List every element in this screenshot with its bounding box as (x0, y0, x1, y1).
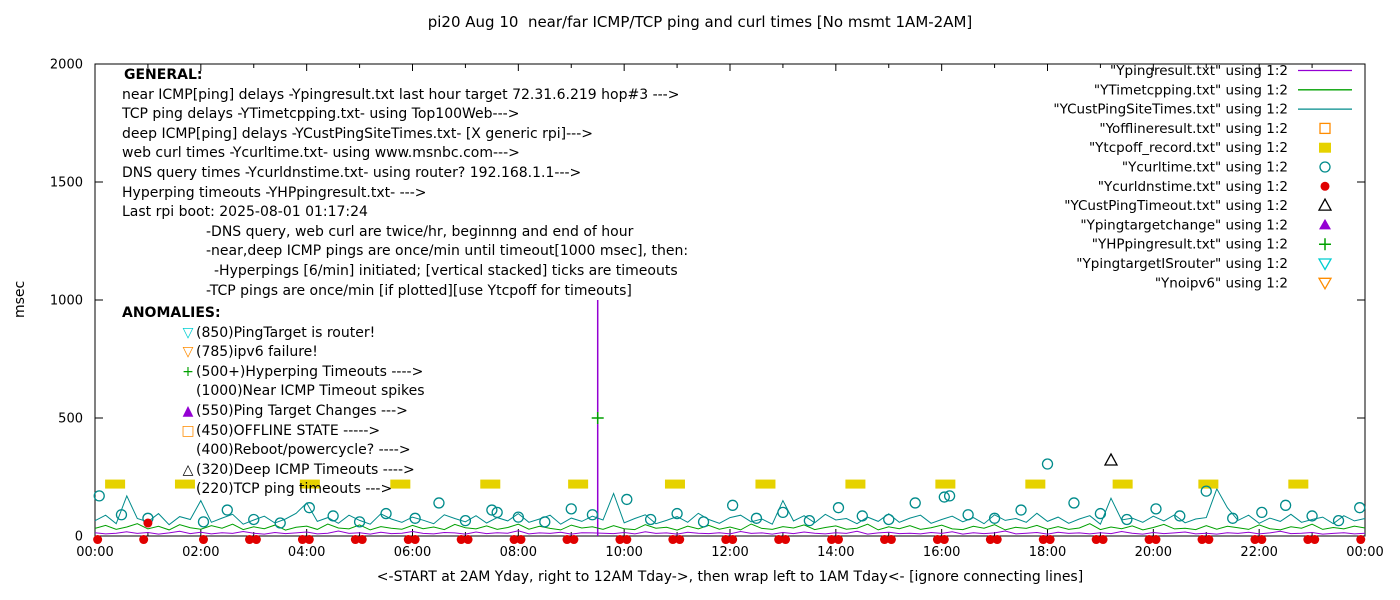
svg-text:"Ycurldnstime.txt" using 1:2: "Ycurldnstime.txt" using 1:2 (1098, 179, 1288, 195)
series-tcp-ping (94, 523, 1366, 531)
markers-hyperping-plus (591, 412, 604, 424)
svg-text:06:00: 06:00 (394, 545, 431, 560)
anomaly-row: (400)Reboot/powercycle? ----> (122, 441, 425, 461)
anomaly-text: (850)PingTarget is router! (196, 324, 376, 341)
svg-text:"Ynoipv6" using 1:2: "Ynoipv6" using 1:2 (1155, 275, 1288, 291)
svg-text:16:00: 16:00 (923, 545, 960, 560)
plus-icon: + (182, 363, 194, 380)
svg-text:"YTimetcpping.txt" using 1:2: "YTimetcpping.txt" using 1:2 (1094, 82, 1288, 98)
svg-text:22:00: 22:00 (1240, 545, 1277, 560)
general-note-line: -Hyperpings [6/min] initiated; [vertical… (214, 262, 678, 279)
svg-text:14:00: 14:00 (817, 545, 854, 560)
no-icon (180, 441, 196, 461)
svg-text:00:00: 00:00 (1346, 545, 1383, 560)
markers-curl-circles (93, 458, 1366, 529)
anomaly-row: + (500+)Hyperping Timeouts ----> (122, 363, 425, 383)
anomaly-text: (220)TCP ping timeouts ---> (196, 481, 393, 498)
anomaly-row: □ (450)OFFLINE STATE -----> (122, 422, 425, 442)
svg-text:12:00: 12:00 (711, 545, 748, 560)
svg-text:10:00: 10:00 (605, 545, 642, 560)
general-note-line: web curl times -Ycurltime.txt- using www… (122, 145, 520, 162)
anomaly-row: (220)TCP ping timeouts ---> (122, 480, 425, 500)
svg-text:1000: 1000 (50, 294, 83, 309)
svg-text:"Ycurltime.txt" using 1:2: "Ycurltime.txt" using 1:2 (1122, 160, 1288, 176)
svg-text:04:00: 04:00 (288, 545, 325, 560)
general-note-line: near ICMP[ping] delays -Ypingresult.txt … (122, 86, 680, 103)
general-note-line: TCP ping delays -YTimetcpping.txt- using… (122, 106, 520, 123)
general-notes-block: GENERAL: near ICMP[ping] delays -Ypingre… (122, 66, 688, 301)
svg-text:2000: 2000 (50, 58, 83, 73)
general-note-line: -TCP pings are once/min [if plotted][use… (206, 282, 632, 299)
anomaly-row: ▽ (850)PingTarget is router! (122, 324, 425, 344)
x-axis-label: <-START at 2AM Yday, right to 12AM Tday-… (376, 569, 1084, 585)
triangle-up-filled-icon: ▲ (182, 402, 194, 419)
general-heading: GENERAL: (124, 67, 203, 83)
triangle-down-open-icon: ▽ (182, 324, 194, 341)
anomaly-text: (1000)Near ICMP Timeout spikes (196, 383, 425, 400)
anomaly-row: (1000)Near ICMP Timeout spikes (122, 382, 425, 402)
anomaly-row: △ (320)Deep ICMP Timeouts ----> (122, 461, 425, 481)
no-icon (180, 382, 196, 402)
general-note-line: Hyperping timeouts -YHPpingresult.txt- -… (122, 184, 427, 201)
svg-text:500: 500 (58, 412, 83, 427)
general-note-line: -DNS query, web curl are twice/hr, begin… (206, 223, 634, 240)
svg-text:"YHPpingresult.txt" using 1:2: "YHPpingresult.txt" using 1:2 (1092, 237, 1288, 253)
general-note-line: Last rpi boot: 2025-08-01 01:17:24 (122, 204, 368, 221)
svg-text:02:00: 02:00 (182, 545, 219, 560)
markers-deep-timeout-triangles (1103, 452, 1119, 466)
svg-text:00:00: 00:00 (76, 545, 113, 560)
anomaly-row: ▽ (785)ipv6 failure! (122, 343, 425, 363)
svg-text:"YpingtargetISrouter" using 1:: "YpingtargetISrouter" using 1:2 (1076, 256, 1288, 272)
general-note-line: DNS query times -Ycurldnstime.txt- using… (122, 164, 582, 181)
markers-dns-dots (93, 518, 1366, 545)
anomalies-heading: ANOMALIES: (122, 305, 221, 321)
anomaly-rows: ▽ (850)PingTarget is router! ▽ (785)ipv6 fa… (122, 324, 425, 500)
legend: "Ypingresult.txt" using 1:2 "YTimetcpping… (1053, 63, 1352, 291)
markers-tcp-timeout-squares (105, 479, 1309, 489)
svg-text:"Ytcpoff_record.txt" using 1:2: "Ytcpoff_record.txt" using 1:2 (1089, 140, 1288, 156)
general-lines: near ICMP[ping] delays -Ypingresult.txt … (122, 86, 688, 302)
anomaly-text: (550)Ping Target Changes ---> (196, 402, 408, 419)
anomaly-text: (500+)Hyperping Timeouts ----> (196, 363, 424, 380)
x-axis-ticks: 00:00 02:00 04:00 06:00 08:00 10:00 12:00 14:00… (76, 64, 1384, 560)
svg-text:0: 0 (75, 530, 83, 545)
svg-text:"YCustPingSiteTimes.txt" using: "YCustPingSiteTimes.txt" using 1:2 (1053, 102, 1288, 118)
chart-title: pi20 Aug 10 near/far ICMP/TCP ping and c… (427, 13, 973, 31)
svg-text:"Ypingresult.txt" using 1:2: "Ypingresult.txt" using 1:2 (1110, 63, 1288, 79)
anomaly-text: (450)OFFLINE STATE -----> (196, 422, 381, 439)
svg-text:08:00: 08:00 (500, 545, 537, 560)
svg-text:"Yofflineresult.txt" using 1:2: "Yofflineresult.txt" using 1:2 (1099, 121, 1288, 137)
general-note-line: -near,deep ICMP pings are once/min until… (206, 243, 689, 260)
anomalies-block: ANOMALIES: ▽ (850)PingTarget is router! ▽(… (122, 304, 425, 500)
anomaly-text: (400)Reboot/powercycle? ----> (196, 442, 411, 459)
anomaly-text: (320)Deep ICMP Timeouts ----> (196, 461, 415, 478)
anomaly-text: (785)ipv6 failure! (196, 344, 318, 361)
svg-text:"YCustPingTimeout.txt" using 1: "YCustPingTimeout.txt" using 1:2 (1064, 198, 1288, 214)
general-note-line: deep ICMP[ping] delays -YCustPingSiteTim… (122, 125, 593, 142)
triangle-down-open-icon: ▽ (182, 344, 194, 361)
anomaly-row: ▲ (550)Ping Target Changes ---> (122, 402, 425, 422)
svg-text:18:00: 18:00 (1029, 545, 1066, 560)
svg-text:1500: 1500 (50, 176, 83, 191)
svg-text:"Ypingtargetchange" using 1:2: "Ypingtargetchange" using 1:2 (1080, 217, 1288, 233)
triangle-up-open-icon: △ (182, 461, 194, 478)
square-open-icon: □ (181, 422, 195, 439)
svg-text:20:00: 20:00 (1135, 545, 1172, 560)
no-icon (180, 480, 196, 500)
